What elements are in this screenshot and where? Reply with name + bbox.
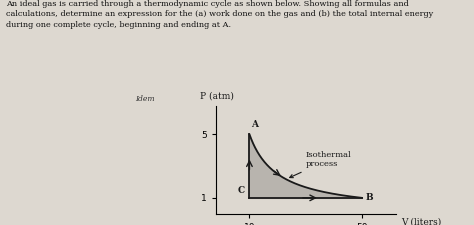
Text: V (liters): V (liters) <box>401 218 442 225</box>
Text: An ideal gas is carried through a thermodynamic cycle as shown below. Showing al: An ideal gas is carried through a thermo… <box>6 0 433 29</box>
Text: Idem: Idem <box>135 95 155 103</box>
Text: P (atm): P (atm) <box>200 92 234 101</box>
Text: Isothermal
process: Isothermal process <box>290 151 352 178</box>
Text: A: A <box>251 120 258 129</box>
Text: B: B <box>365 193 373 202</box>
Text: C: C <box>238 187 245 196</box>
